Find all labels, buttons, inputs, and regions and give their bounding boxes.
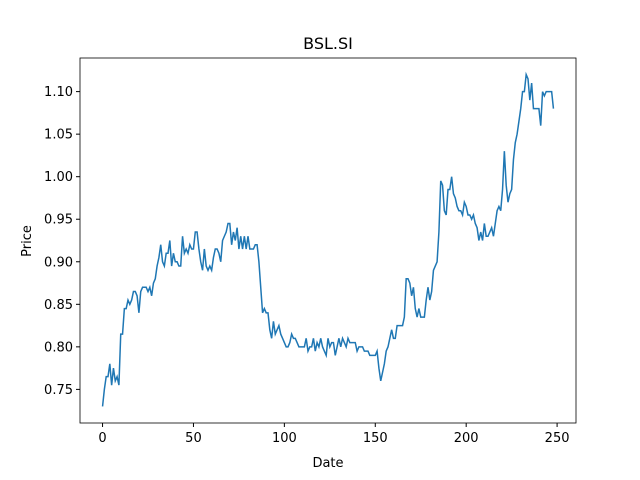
- y-tick-label: 1.00: [44, 170, 73, 185]
- x-tick-label: 200: [454, 431, 479, 446]
- y-tick-label: 0.85: [44, 298, 73, 313]
- y-tick-label: 1.10: [44, 85, 73, 100]
- price-line: [101, 71, 555, 407]
- x-tick-label: 150: [363, 431, 388, 446]
- x-tick-label: 100: [272, 431, 297, 446]
- x-axis-label: Date: [312, 456, 343, 471]
- plot-frame: [79, 57, 577, 424]
- y-axis-label: Price: [20, 225, 35, 257]
- x-tick-label: 50: [185, 431, 202, 446]
- y-tick-label: 0.95: [44, 213, 73, 228]
- y-tick-label: 0.80: [44, 340, 73, 355]
- x-tick-label: 250: [545, 431, 570, 446]
- y-tick-label: 0.75: [44, 383, 73, 398]
- x-tick-label: 0: [98, 431, 106, 446]
- y-tick-label: 0.90: [44, 255, 73, 270]
- chart-title: BSL.SI: [303, 34, 353, 53]
- y-tick-label: 1.05: [44, 128, 73, 143]
